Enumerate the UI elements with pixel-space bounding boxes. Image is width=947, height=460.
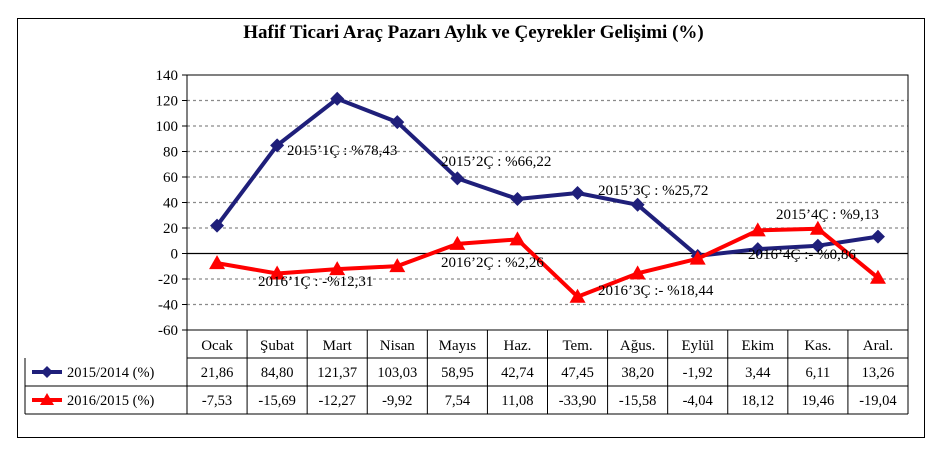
data-point xyxy=(869,269,886,284)
x-category-label: Tem. xyxy=(562,338,592,354)
data-point xyxy=(270,138,285,153)
table-value: -12,27 xyxy=(318,393,355,409)
x-category-label: Ocak xyxy=(201,338,233,354)
data-point xyxy=(810,238,825,253)
table-value: -15,58 xyxy=(619,393,656,409)
legend-key-marker xyxy=(41,366,53,378)
table-value: 58,95 xyxy=(441,365,474,381)
data-point xyxy=(689,250,706,265)
legend-label: 2015/2014 (%) xyxy=(67,365,155,381)
table-value: 11,08 xyxy=(501,393,533,409)
table-value: -15,69 xyxy=(258,393,295,409)
table-value: -7,53 xyxy=(202,393,232,409)
data-point xyxy=(390,115,405,130)
x-category-label: Aral. xyxy=(863,338,893,354)
table-value: 18,12 xyxy=(741,393,774,409)
y-tick-label: 40 xyxy=(163,196,178,212)
series-line xyxy=(215,96,879,258)
table-value: 3,44 xyxy=(745,365,771,381)
data-annotation: 2015’1Ç : %78,43 xyxy=(287,143,397,159)
table-value: -33,90 xyxy=(559,393,596,409)
y-tick-label: 20 xyxy=(163,221,178,237)
table-value: -19,04 xyxy=(859,393,897,409)
data-point xyxy=(569,288,586,303)
data-point xyxy=(809,220,826,235)
y-tick-label: -40 xyxy=(158,298,178,314)
y-tick-label: -20 xyxy=(158,272,178,288)
table-value: 121,37 xyxy=(317,365,357,381)
x-category-label: Nisan xyxy=(380,338,415,354)
data-point xyxy=(330,91,345,106)
data-annotation: 2016’4Ç :- %0,86 xyxy=(748,247,856,263)
table-value: -9,92 xyxy=(382,393,412,409)
x-category-label: Mayıs xyxy=(439,338,477,354)
data-point xyxy=(389,258,406,273)
data-point xyxy=(269,265,286,280)
data-point xyxy=(510,192,525,207)
table-value: 47,45 xyxy=(561,365,594,381)
y-tick-label: 80 xyxy=(163,145,178,161)
data-point xyxy=(509,231,526,246)
data-point xyxy=(629,265,646,280)
x-category-label: Şubat xyxy=(260,338,295,354)
table-value: 38,20 xyxy=(621,365,654,381)
table-value: 13,26 xyxy=(862,365,895,381)
data-point xyxy=(570,186,585,201)
data-annotation: 2015’2Ç : %66,22 xyxy=(441,154,551,170)
data-point xyxy=(210,218,225,233)
data-point xyxy=(449,235,466,250)
data-point xyxy=(630,197,645,212)
series-line xyxy=(216,226,880,299)
legend-key-marker xyxy=(40,393,54,405)
data-annotation: 2016’1Ç : -%12,31 xyxy=(258,274,373,290)
table-value: 6,11 xyxy=(805,365,830,381)
y-tick-label: 100 xyxy=(156,119,179,135)
table-value: 19,46 xyxy=(802,393,835,409)
data-annotation: 2016’3Ç :- %18,44 xyxy=(598,283,714,299)
y-tick-label: 140 xyxy=(156,68,179,84)
x-category-label: Kas. xyxy=(804,338,831,354)
y-tick-label: 120 xyxy=(156,94,179,110)
data-annotation: 2015’4Ç : %9,13 xyxy=(776,207,879,223)
x-category-label: Haz. xyxy=(504,338,532,354)
table-value: 42,74 xyxy=(501,365,534,381)
x-category-label: Ağus. xyxy=(620,338,655,354)
table-value: 21,86 xyxy=(201,365,234,381)
y-tick-label: 60 xyxy=(163,170,178,186)
data-point xyxy=(870,229,885,244)
chart-title: Hafif Ticari Araç Pazarı Aylık ve Çeyrek… xyxy=(243,22,704,43)
table-value: 84,80 xyxy=(261,365,294,381)
data-point xyxy=(450,171,465,186)
x-category-label: Eylül xyxy=(681,338,714,354)
legend-label: 2016/2015 (%) xyxy=(67,393,155,409)
data-point xyxy=(749,222,766,237)
data-point xyxy=(209,255,226,270)
y-tick-label: 0 xyxy=(171,247,179,263)
table-value: -1,92 xyxy=(683,365,713,381)
x-category-label: Mart xyxy=(323,338,353,354)
data-point xyxy=(750,242,765,257)
data-annotation: 2016’2Ç : %2,26 xyxy=(441,255,544,271)
data-annotation: 2015’3Ç : %25,72 xyxy=(598,183,708,199)
y-tick-label: -60 xyxy=(158,323,178,339)
table-value: -4,04 xyxy=(683,393,714,409)
table-value: 103,03 xyxy=(377,365,417,381)
table-value: 7,54 xyxy=(445,393,471,409)
x-category-label: Ekim xyxy=(742,338,775,354)
data-point xyxy=(329,261,346,276)
